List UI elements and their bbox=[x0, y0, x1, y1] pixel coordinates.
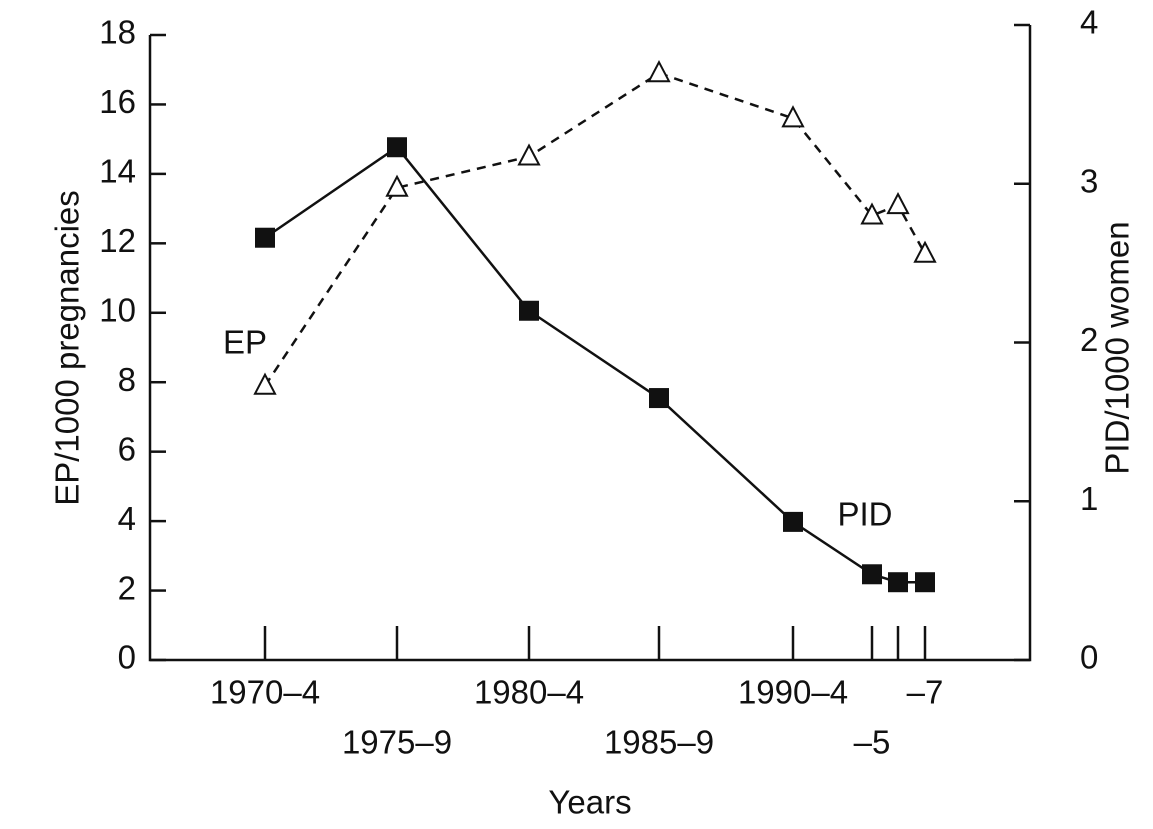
y-tick-label: 4 bbox=[118, 500, 136, 537]
triangle-marker bbox=[385, 174, 409, 197]
triangle-marker bbox=[886, 191, 910, 215]
x-tick-label: –7 bbox=[907, 674, 944, 711]
square-marker bbox=[387, 137, 407, 158]
y2-axis-label: PID/1000 women bbox=[1099, 221, 1136, 474]
x-axis-label: Years bbox=[548, 784, 631, 821]
axis-frame bbox=[148, 25, 1032, 662]
x-tick-label: 1975–9 bbox=[342, 724, 452, 761]
square-marker bbox=[783, 511, 803, 532]
y2-tick-label: 3 bbox=[1080, 162, 1098, 199]
x-tick-label: 1990–4 bbox=[738, 674, 848, 711]
y-tick-label: 10 bbox=[99, 291, 136, 328]
y-tick-label: 6 bbox=[118, 430, 136, 467]
y-tick-label: 18 bbox=[99, 14, 136, 51]
x-tick-label: –5 bbox=[854, 724, 891, 761]
series-line bbox=[263, 71, 927, 387]
y-axis-label: EP/1000 pregnancies bbox=[49, 190, 86, 506]
x-tick-label: 1985–9 bbox=[604, 724, 714, 761]
triangle-marker bbox=[913, 240, 937, 263]
y-tick-label: 16 bbox=[99, 83, 136, 120]
y-tick-label: 2 bbox=[118, 569, 136, 606]
y2-tick-label: 1 bbox=[1080, 480, 1098, 517]
series-label: EP bbox=[223, 324, 267, 361]
y-tick-label: 0 bbox=[118, 639, 136, 676]
triangle-marker bbox=[781, 105, 805, 128]
square-marker bbox=[862, 564, 882, 585]
triangle-marker bbox=[647, 60, 671, 83]
square-marker bbox=[915, 572, 935, 593]
y2-tick-label: 2 bbox=[1080, 321, 1098, 358]
x-tick-label: 1970–4 bbox=[210, 674, 320, 711]
series-line bbox=[264, 145, 925, 584]
series-label: PID bbox=[837, 496, 892, 533]
triangle-marker bbox=[860, 202, 884, 225]
y2-tick-label: 0 bbox=[1080, 639, 1098, 676]
x-tick-label: 1980–4 bbox=[474, 674, 584, 711]
triangle-marker bbox=[253, 372, 277, 395]
y2-tick-label: 4 bbox=[1080, 4, 1098, 41]
triangle-marker bbox=[517, 143, 541, 166]
square-marker bbox=[519, 300, 539, 321]
y-tick-label: 8 bbox=[118, 361, 136, 398]
square-marker bbox=[255, 227, 275, 248]
y-tick-label: 12 bbox=[99, 222, 136, 259]
square-marker bbox=[888, 572, 908, 593]
square-marker bbox=[649, 388, 669, 409]
y-tick-label: 14 bbox=[99, 153, 136, 190]
